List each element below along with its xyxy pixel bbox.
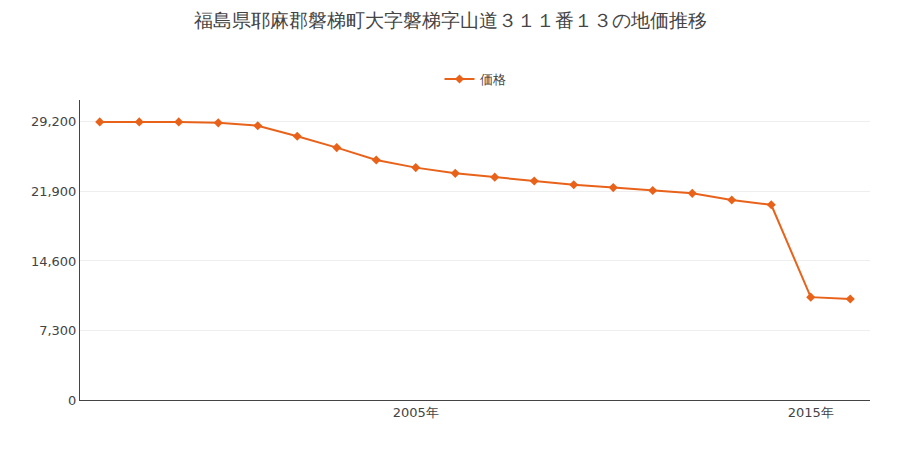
svg-text:2015年: 2015年 <box>788 405 834 420</box>
svg-text:7,300: 7,300 <box>39 323 76 338</box>
svg-text:29,200: 29,200 <box>31 114 77 129</box>
svg-text:21,900: 21,900 <box>31 184 77 199</box>
svg-text:0: 0 <box>68 393 76 408</box>
svg-text:14,600: 14,600 <box>31 254 77 269</box>
svg-text:価格: 価格 <box>480 72 506 87</box>
svg-text:2005年: 2005年 <box>393 405 439 420</box>
svg-text:福島県耶麻郡磐梯町大字磐梯字山道３１１番１３の地価推移: 福島県耶麻郡磐梯町大字磐梯字山道３１１番１３の地価推移 <box>194 9 707 31</box>
